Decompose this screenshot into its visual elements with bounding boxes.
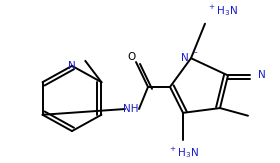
Text: N: N	[181, 53, 189, 63]
Text: $^+$H$_3$N: $^+$H$_3$N	[207, 3, 238, 18]
Text: N: N	[258, 70, 266, 81]
Text: O: O	[127, 52, 135, 62]
Text: N: N	[68, 61, 76, 71]
Text: NH: NH	[123, 104, 139, 114]
Text: $^+$H$_3$N: $^+$H$_3$N	[167, 145, 199, 160]
Text: $^{-}$: $^{-}$	[192, 49, 199, 58]
